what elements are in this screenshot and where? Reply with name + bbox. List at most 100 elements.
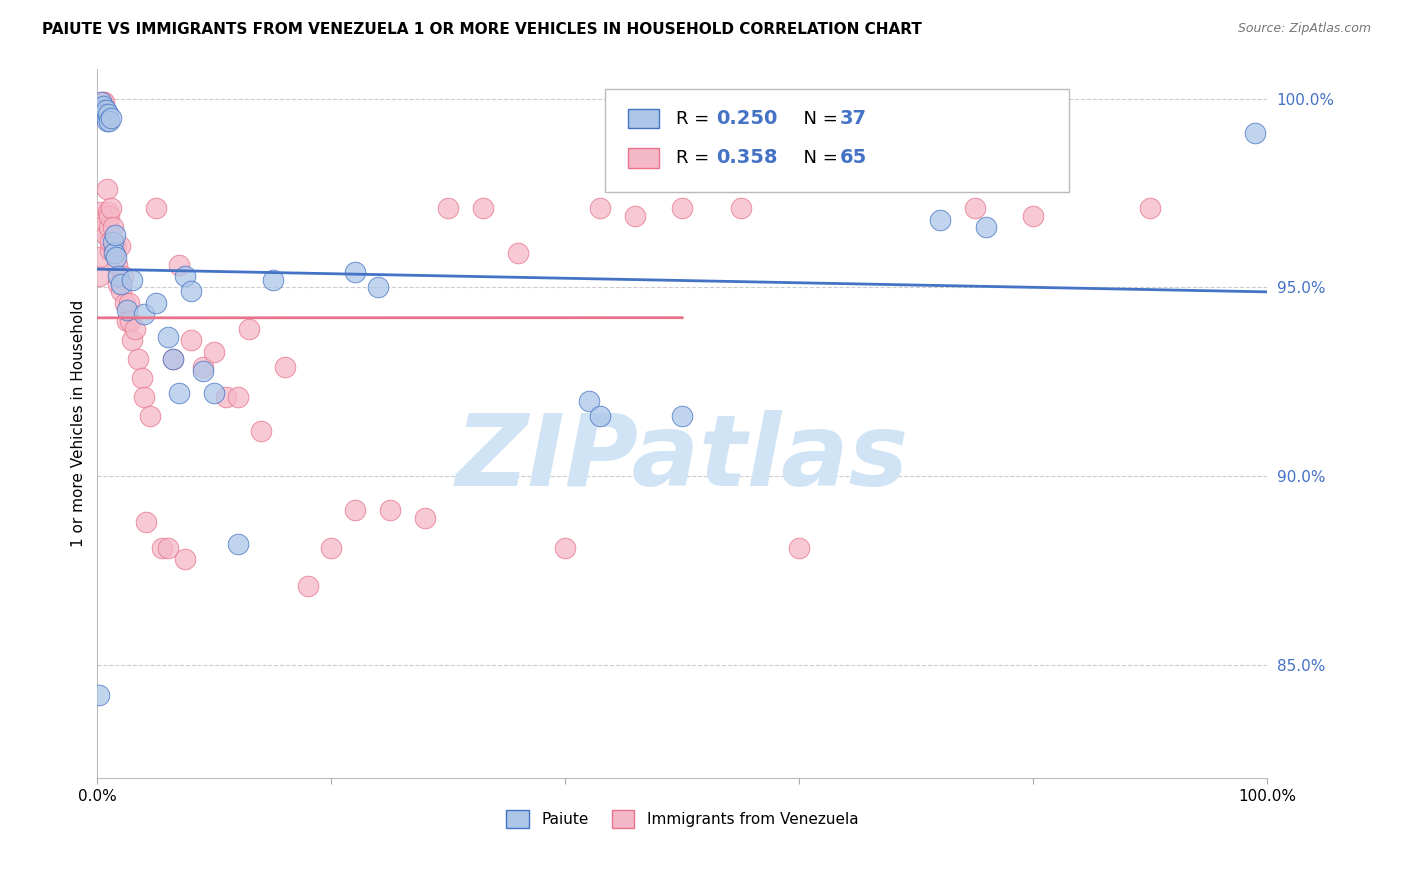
Point bbox=[115, 314, 138, 328]
Point bbox=[589, 201, 612, 215]
Point bbox=[413, 510, 436, 524]
Point bbox=[156, 541, 179, 555]
Point bbox=[90, 205, 112, 219]
Point bbox=[671, 409, 693, 423]
Point bbox=[105, 239, 128, 253]
Point bbox=[343, 265, 366, 279]
Point bbox=[202, 344, 225, 359]
Point bbox=[118, 295, 141, 310]
Point bbox=[134, 307, 156, 321]
Text: 0.250: 0.250 bbox=[716, 109, 778, 128]
Point bbox=[91, 220, 114, 235]
Point bbox=[121, 334, 143, 348]
Point bbox=[104, 227, 127, 242]
Point bbox=[787, 541, 810, 555]
Point bbox=[135, 515, 157, 529]
Text: N =: N = bbox=[792, 149, 844, 167]
Point bbox=[94, 227, 117, 242]
Point bbox=[103, 239, 125, 253]
Point bbox=[91, 99, 114, 113]
Point bbox=[89, 250, 111, 264]
Legend: Paiute, Immigrants from Venezuela: Paiute, Immigrants from Venezuela bbox=[501, 804, 865, 834]
Point bbox=[508, 246, 530, 260]
Point bbox=[321, 541, 343, 555]
Point bbox=[107, 269, 129, 284]
Point bbox=[110, 285, 132, 299]
Point bbox=[107, 277, 129, 291]
Point bbox=[191, 359, 214, 374]
Point bbox=[96, 182, 118, 196]
Point bbox=[976, 220, 998, 235]
Y-axis label: 1 or more Vehicles in Household: 1 or more Vehicles in Household bbox=[72, 300, 86, 547]
Point bbox=[162, 352, 184, 367]
Point bbox=[98, 114, 121, 128]
Point bbox=[96, 114, 118, 128]
Text: R =: R = bbox=[676, 110, 716, 128]
Point bbox=[112, 269, 135, 284]
Point bbox=[963, 201, 986, 215]
Text: R =: R = bbox=[676, 149, 716, 167]
Point bbox=[215, 390, 238, 404]
Point bbox=[114, 295, 136, 310]
Point bbox=[120, 314, 142, 328]
Point bbox=[104, 246, 127, 260]
Text: ZIPatlas: ZIPatlas bbox=[456, 410, 908, 508]
Point bbox=[145, 295, 167, 310]
Point bbox=[87, 688, 110, 702]
Point bbox=[554, 541, 576, 555]
Point bbox=[93, 107, 115, 121]
Point bbox=[108, 239, 131, 253]
Point bbox=[98, 235, 121, 249]
Point bbox=[378, 503, 401, 517]
Point bbox=[101, 235, 124, 249]
Point bbox=[174, 552, 197, 566]
Point bbox=[105, 258, 128, 272]
Point bbox=[162, 352, 184, 367]
Point bbox=[262, 273, 284, 287]
Point bbox=[124, 322, 146, 336]
Point bbox=[167, 386, 190, 401]
Point bbox=[127, 352, 149, 367]
Point bbox=[110, 277, 132, 291]
Point bbox=[671, 201, 693, 215]
Point bbox=[180, 334, 202, 348]
Point bbox=[90, 95, 112, 110]
Point bbox=[134, 390, 156, 404]
Point bbox=[91, 95, 114, 110]
Text: 37: 37 bbox=[839, 109, 866, 128]
Point bbox=[578, 393, 600, 408]
Point bbox=[437, 201, 460, 215]
Point bbox=[98, 220, 121, 235]
Point bbox=[226, 390, 249, 404]
Text: N =: N = bbox=[792, 110, 844, 128]
Point bbox=[273, 359, 295, 374]
Point bbox=[226, 537, 249, 551]
Point bbox=[91, 103, 114, 117]
Point bbox=[98, 209, 121, 223]
Text: PAIUTE VS IMMIGRANTS FROM VENEZUELA 1 OR MORE VEHICLES IN HOUSEHOLD CORRELATION : PAIUTE VS IMMIGRANTS FROM VENEZUELA 1 OR… bbox=[42, 22, 922, 37]
Point bbox=[115, 303, 138, 318]
Text: 65: 65 bbox=[839, 148, 866, 168]
Point bbox=[202, 386, 225, 401]
Point bbox=[97, 107, 120, 121]
Point bbox=[121, 273, 143, 287]
Point bbox=[139, 409, 162, 423]
Point bbox=[250, 424, 273, 438]
Point bbox=[928, 212, 950, 227]
Point bbox=[87, 269, 110, 284]
Point bbox=[97, 205, 120, 219]
Point bbox=[1139, 201, 1161, 215]
Point bbox=[145, 201, 167, 215]
Point bbox=[730, 201, 752, 215]
Point bbox=[105, 250, 128, 264]
Point bbox=[191, 363, 214, 377]
Point bbox=[1244, 126, 1267, 140]
Point bbox=[131, 371, 153, 385]
Point bbox=[94, 103, 117, 117]
Point bbox=[156, 329, 179, 343]
Text: 0.358: 0.358 bbox=[716, 148, 778, 168]
Point bbox=[1022, 209, 1045, 223]
Point bbox=[98, 243, 121, 257]
Point bbox=[367, 280, 389, 294]
Point bbox=[103, 246, 125, 260]
